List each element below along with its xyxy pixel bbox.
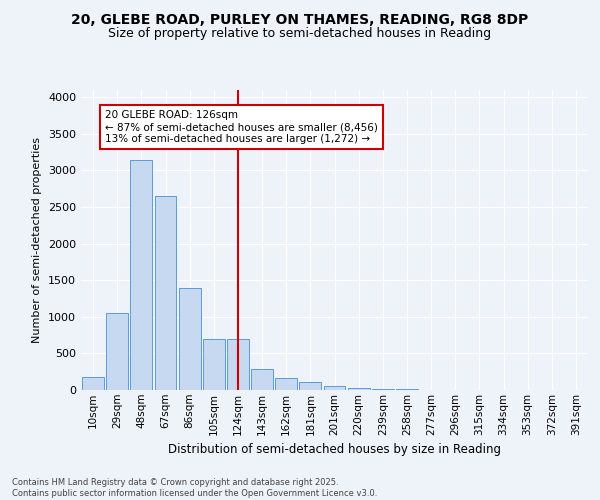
- Bar: [227, 339, 249, 390]
- Bar: [106, 313, 128, 390]
- Bar: [251, 369, 273, 390]
- Bar: [155, 196, 176, 390]
- Bar: [203, 339, 224, 390]
- Text: Size of property relative to semi-detached houses in Reading: Size of property relative to semi-detach…: [109, 28, 491, 40]
- Bar: [179, 288, 200, 390]
- Bar: [299, 382, 321, 390]
- Bar: [348, 388, 370, 390]
- Y-axis label: Number of semi-detached properties: Number of semi-detached properties: [32, 137, 43, 343]
- Text: 20 GLEBE ROAD: 126sqm
← 87% of semi-detached houses are smaller (8,456)
13% of s: 20 GLEBE ROAD: 126sqm ← 87% of semi-deta…: [105, 110, 378, 144]
- Bar: [130, 160, 152, 390]
- X-axis label: Distribution of semi-detached houses by size in Reading: Distribution of semi-detached houses by …: [168, 443, 501, 456]
- Bar: [82, 377, 104, 390]
- Text: Contains HM Land Registry data © Crown copyright and database right 2025.
Contai: Contains HM Land Registry data © Crown c…: [12, 478, 377, 498]
- Bar: [275, 378, 297, 390]
- Bar: [372, 389, 394, 390]
- Bar: [323, 386, 346, 390]
- Text: 20, GLEBE ROAD, PURLEY ON THAMES, READING, RG8 8DP: 20, GLEBE ROAD, PURLEY ON THAMES, READIN…: [71, 12, 529, 26]
